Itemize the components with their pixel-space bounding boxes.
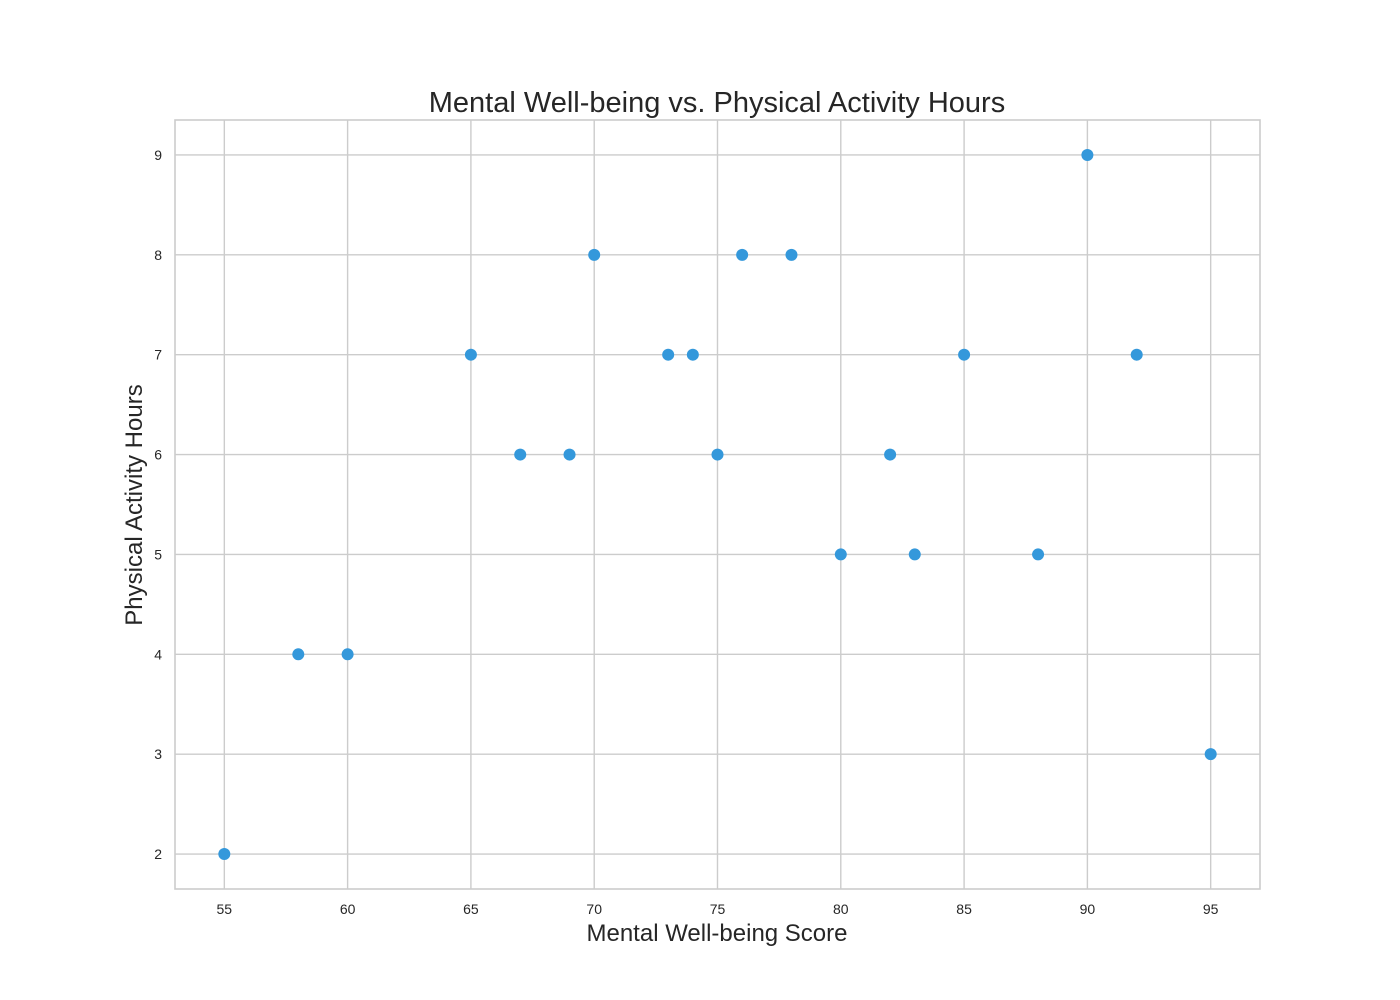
data-point xyxy=(1130,348,1143,361)
x-axis-label: Mental Well-being Score xyxy=(586,920,847,947)
data-point xyxy=(464,348,477,361)
y-tick-labels: 2 3 4 5 6 7 8 9 xyxy=(154,147,162,862)
data-point xyxy=(662,348,675,361)
data-point xyxy=(1204,748,1217,761)
x-tick-label: 95 xyxy=(1203,901,1219,917)
data-point xyxy=(958,348,971,361)
data-point xyxy=(785,248,798,261)
x-tick-label: 60 xyxy=(340,901,356,917)
data-point xyxy=(884,448,897,461)
chart-title: Mental Well-being vs. Physical Activity … xyxy=(429,87,1005,119)
y-tick-label: 3 xyxy=(154,746,162,762)
x-tick-labels: 55 60 65 70 75 80 85 90 95 xyxy=(217,901,1219,917)
y-tick-label: 6 xyxy=(154,447,162,463)
x-tick-label: 75 xyxy=(710,901,726,917)
data-point xyxy=(686,348,699,361)
data-point xyxy=(341,648,354,661)
data-points xyxy=(218,148,1217,861)
data-point xyxy=(834,548,847,561)
data-point xyxy=(514,448,527,461)
data-point xyxy=(563,448,576,461)
data-point xyxy=(218,848,231,861)
x-tick-label: 90 xyxy=(1080,901,1096,917)
data-point xyxy=(1032,548,1045,561)
x-tick-label: 70 xyxy=(586,901,602,917)
data-point xyxy=(588,248,601,261)
data-point xyxy=(1081,148,1094,161)
plot-frame xyxy=(174,119,1261,890)
y-tick-label: 4 xyxy=(154,646,162,662)
y-tick-label: 9 xyxy=(154,147,162,163)
data-point xyxy=(908,548,921,561)
x-tick-label: 65 xyxy=(463,901,479,917)
x-tick-label: 85 xyxy=(956,901,972,917)
y-tick-label: 8 xyxy=(154,247,162,263)
x-tick-label: 80 xyxy=(833,901,849,917)
y-tick-label: 7 xyxy=(154,347,162,363)
x-tick-label: 55 xyxy=(217,901,233,917)
y-tick-label: 5 xyxy=(154,546,162,562)
data-point xyxy=(292,648,305,661)
y-axis-label: Physical Activity Hours xyxy=(121,384,148,625)
data-point xyxy=(711,448,724,461)
data-point xyxy=(736,248,749,261)
grid-lines xyxy=(175,120,1260,889)
y-tick-label: 2 xyxy=(154,846,162,862)
